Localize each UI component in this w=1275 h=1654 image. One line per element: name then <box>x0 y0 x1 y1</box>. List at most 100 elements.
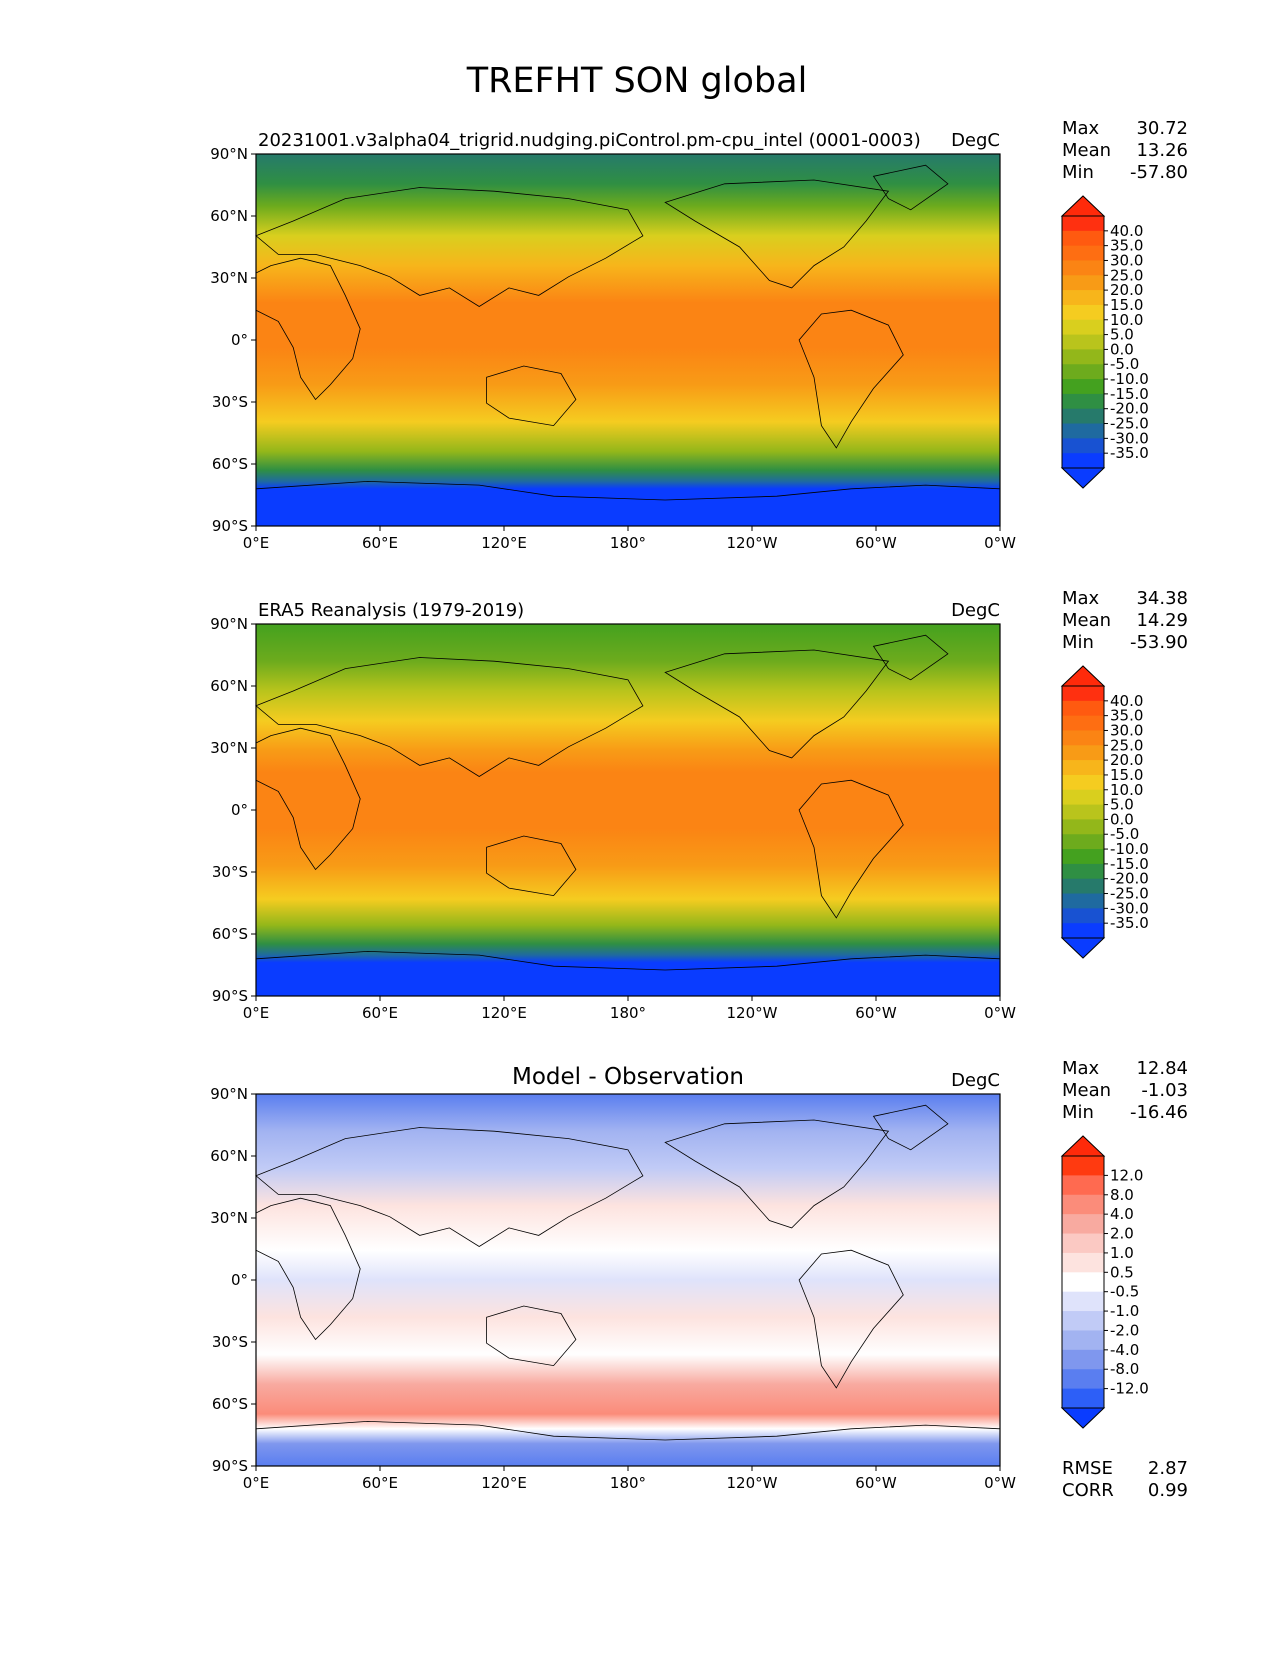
colorbar-label: 10.0 <box>1110 311 1143 329</box>
coastline <box>664 649 890 759</box>
colorbar-label: -4.0 <box>1110 1341 1139 1359</box>
coastline <box>798 309 904 449</box>
colorbar-band <box>1062 1175 1104 1196</box>
colorbar-label: -15.0 <box>1110 855 1149 873</box>
lon-tick-label: 60°W <box>855 534 897 552</box>
coastline <box>486 365 577 427</box>
coastline <box>872 634 949 681</box>
colorbar-band <box>1062 423 1104 439</box>
stat-label-min: Min <box>1062 162 1094 183</box>
colorbar-label: -30.0 <box>1110 429 1149 447</box>
lat-tick-label: 90°N <box>210 615 248 633</box>
stat-value-max: 30.72 <box>1136 118 1188 139</box>
colorbar-label: -20.0 <box>1110 400 1149 418</box>
coastline <box>486 1305 577 1367</box>
colorbar-extend-top <box>1060 665 1106 687</box>
lat-tick-label: 60°N <box>210 677 248 695</box>
colorbar-label: 5.0 <box>1110 326 1134 344</box>
colorbar-band <box>1062 1252 1104 1273</box>
colorbar-label: 30.0 <box>1110 251 1143 269</box>
colorbar-band <box>1062 1369 1104 1390</box>
lon-tick-label: 180° <box>610 1474 646 1492</box>
colorbar-label: 0.5 <box>1110 1263 1134 1281</box>
lon-tick-label: 120°E <box>481 1474 527 1492</box>
colorbar-label: 30.0 <box>1110 721 1143 739</box>
lat-tick-label: 60°N <box>210 1147 248 1165</box>
colorbar-band <box>1062 730 1104 746</box>
stat-label-rmse: RMSE <box>1062 1458 1113 1479</box>
lon-tick-label: 60°E <box>362 1474 398 1492</box>
colorbar-label: -5.0 <box>1110 355 1139 373</box>
colorbar-frame <box>1061 685 1105 939</box>
lat-tick-label: 60°S <box>212 455 248 473</box>
colorbar-label: 0.0 <box>1110 340 1134 358</box>
colorbar-label: -10.0 <box>1110 370 1149 388</box>
panel-units: DegC <box>951 1070 1000 1091</box>
lat-tick-label: 60°N <box>210 207 248 225</box>
lat-tick-label: 90°S <box>212 1457 248 1475</box>
stat-value-max: 34.38 <box>1136 588 1188 609</box>
lon-tick-label: 0°E <box>243 534 270 552</box>
stat-value-mean: 14.29 <box>1136 610 1188 631</box>
colorbar-label: 35.0 <box>1110 707 1143 725</box>
lat-tick-label: 30°S <box>212 863 248 881</box>
lat-tick-label: 30°N <box>210 1209 248 1227</box>
lon-tick-label: 0°E <box>243 1004 270 1022</box>
colorbar-band <box>1062 1291 1104 1312</box>
colorbar-band <box>1062 849 1104 865</box>
colorbar-band <box>1062 804 1104 820</box>
stat-label-mean: Mean <box>1062 610 1111 631</box>
colorbar-extend-bottom <box>1060 1407 1106 1429</box>
lon-tick-label: 120°W <box>727 534 778 552</box>
lon-tick-label: 60°E <box>362 534 398 552</box>
colorbar-band <box>1062 1349 1104 1370</box>
colorbar-band <box>1062 908 1104 924</box>
lat-tick-label: 30°S <box>212 1333 248 1351</box>
lon-tick-label: 120°W <box>727 1474 778 1492</box>
colorbar-label: -25.0 <box>1110 885 1149 903</box>
coastline <box>798 779 904 919</box>
map-field <box>256 1094 1000 1466</box>
coastline <box>255 1127 644 1247</box>
colorbar-label: -35.0 <box>1110 914 1149 932</box>
colorbar-label: 0.0 <box>1110 810 1134 828</box>
coastline <box>798 1249 904 1389</box>
coastline <box>255 257 361 401</box>
colorbar-label: 20.0 <box>1110 281 1143 299</box>
colorbar-band <box>1062 715 1104 731</box>
coastline <box>486 835 577 897</box>
stat-label-max: Max <box>1062 118 1100 139</box>
lon-tick-label: 180° <box>610 534 646 552</box>
colorbar-label: 10.0 <box>1110 781 1143 799</box>
colorbar-band <box>1062 275 1104 291</box>
coastline <box>664 179 890 289</box>
stat-label-corr: CORR <box>1062 1480 1114 1501</box>
colorbar-label: 8.0 <box>1110 1186 1134 1204</box>
colorbar-label: -10.0 <box>1110 840 1149 858</box>
colorbar-label: 5.0 <box>1110 796 1134 814</box>
colorbar-band <box>1062 349 1104 365</box>
panels: 20231001.v3alpha04_trigrid.nudging.piCon… <box>210 118 1188 1501</box>
colorbar-band <box>1062 393 1104 410</box>
colorbar-label: 1.0 <box>1110 1244 1134 1262</box>
colorbar-band <box>1062 216 1104 232</box>
panel-model: 20231001.v3alpha04_trigrid.nudging.piCon… <box>210 118 1188 552</box>
lon-tick-label: 0°W <box>984 1004 1016 1022</box>
colorbar-label: 12.0 <box>1110 1166 1143 1184</box>
lat-tick-label: 90°N <box>210 145 248 163</box>
lat-tick-label: 0° <box>231 801 248 819</box>
colorbar-label: 15.0 <box>1110 766 1143 784</box>
map-field <box>256 624 1000 996</box>
lon-tick-label: 0°E <box>243 1474 270 1492</box>
colorbar-band <box>1062 334 1104 350</box>
colorbar-label: -25.0 <box>1110 415 1149 433</box>
colorbar-band <box>1062 760 1104 776</box>
colorbar-label: 25.0 <box>1110 266 1143 284</box>
lon-tick-label: 120°E <box>481 1004 527 1022</box>
map-field <box>256 154 1000 526</box>
colorbar-band <box>1062 1272 1104 1293</box>
colorbar-label: -8.0 <box>1110 1360 1139 1378</box>
colorbar-label: -20.0 <box>1110 870 1149 888</box>
stat-label-mean: Mean <box>1062 1080 1111 1101</box>
stat-label-max: Max <box>1062 1058 1100 1079</box>
